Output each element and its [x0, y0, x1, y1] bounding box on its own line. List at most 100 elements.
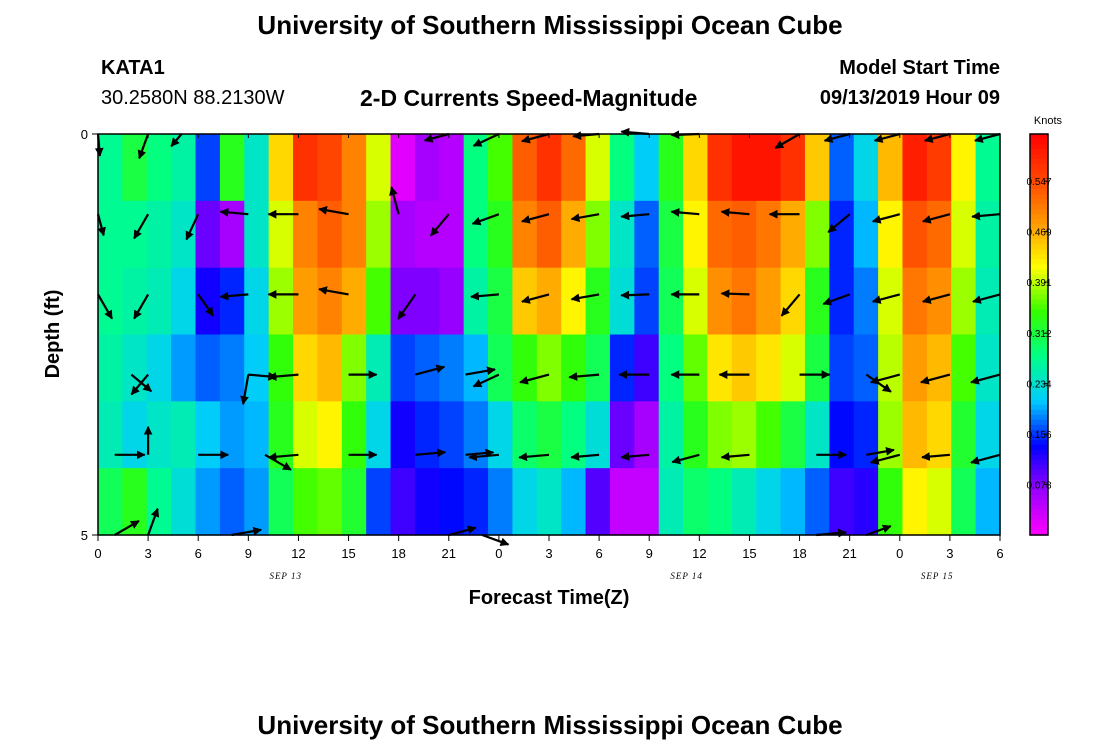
- colorbar-swatch: [1030, 439, 1048, 446]
- heatmap-cell: [536, 267, 562, 336]
- heatmap-cell: [219, 401, 245, 469]
- heatmap-cell: [683, 267, 709, 336]
- heatmap-cell: [488, 267, 514, 336]
- current-vector-arrow: [267, 452, 299, 462]
- heatmap-cell: [439, 267, 465, 336]
- colorbar-swatch: [1030, 429, 1048, 436]
- heatmap-cell: [804, 401, 830, 469]
- colorbar-swatch: [1030, 154, 1048, 160]
- current-vector-arrow: [866, 446, 895, 456]
- heatmap-cell: [585, 401, 611, 469]
- heatmap-cell: [707, 134, 733, 202]
- colorbar-swatch: [1030, 249, 1048, 255]
- current-vector-arrow: [137, 133, 150, 160]
- current-vector-arrow: [971, 211, 1001, 221]
- heatmap-cell: [366, 401, 392, 469]
- current-vector-arrow: [869, 453, 901, 465]
- colorbar-tick-label: 0.469: [1026, 228, 1051, 239]
- heatmap-cell: [585, 267, 611, 336]
- colorbar-swatch: [1030, 344, 1048, 351]
- heatmap-cell: [219, 267, 245, 336]
- colorbar-swatch: [1030, 469, 1048, 476]
- current-vector-arrow: [774, 133, 801, 149]
- colorbar-tick-label: 0.391: [1026, 278, 1051, 289]
- current-vector-arrow: [240, 374, 250, 406]
- colorbar-swatch: [1030, 149, 1048, 155]
- current-vector-arrow: [972, 293, 1001, 304]
- x-tick-label: 0: [94, 546, 101, 561]
- heatmap-cell: [609, 468, 635, 536]
- colorbar-swatch: [1030, 389, 1048, 396]
- current-vector-arrow: [397, 293, 417, 320]
- heatmap-cell: [683, 334, 709, 402]
- heatmap-cell: [878, 134, 904, 202]
- colorbar-swatch: [1030, 354, 1048, 361]
- heatmap-cell: [878, 200, 904, 269]
- colorbar-swatch: [1030, 244, 1048, 250]
- x-tick-label: 21: [442, 546, 456, 561]
- current-vector-arrow: [147, 507, 160, 536]
- heatmap-cell: [561, 134, 587, 202]
- current-vector-arrow: [415, 448, 447, 458]
- colorbar-swatch: [1030, 454, 1048, 461]
- heatmap-cell: [683, 134, 709, 202]
- heatmap-cell: [98, 200, 123, 269]
- colorbar-swatch: [1030, 414, 1048, 421]
- heatmap-cell: [975, 334, 1001, 402]
- heatmap-cell: [390, 334, 416, 402]
- x-tick-label: 0: [495, 546, 502, 561]
- heatmap-cell: [293, 468, 319, 536]
- current-vector-arrow: [133, 293, 150, 320]
- current-vector-arrow: [823, 132, 850, 143]
- heatmap-cell: [951, 200, 977, 269]
- heatmap-cell: [414, 401, 440, 469]
- heatmap-cell: [731, 334, 757, 402]
- heatmap-cell: [317, 401, 343, 469]
- heatmap-cell: [195, 267, 221, 336]
- colorbar-tick-label: 0.078: [1026, 481, 1051, 492]
- heatmap-cell: [634, 134, 660, 202]
- heatmap-cell: [512, 200, 538, 269]
- heatmap-cell: [171, 401, 197, 469]
- heatmap-cell: [268, 200, 294, 269]
- current-vector-arrow: [219, 291, 249, 301]
- heatmap-cell: [341, 468, 367, 536]
- heatmap-cell: [268, 334, 294, 402]
- colorbar-swatch: [1030, 489, 1048, 496]
- current-vector-arrow: [472, 373, 500, 388]
- heatmap-cell: [219, 468, 245, 536]
- x-tick-label: 6: [195, 546, 202, 561]
- heatmap-cell: [463, 267, 489, 336]
- current-vector-arrow: [620, 452, 650, 461]
- colorbar-swatch: [1030, 464, 1048, 471]
- heatmap-cell: [414, 134, 440, 202]
- heatmap-cell: [390, 401, 416, 469]
- heatmap-cell: [171, 134, 197, 202]
- colorbar-swatch: [1030, 239, 1048, 245]
- current-vector-arrow: [923, 132, 951, 143]
- heatmap-cell: [804, 267, 830, 336]
- heatmap-cell: [341, 334, 367, 402]
- colorbar-swatch: [1030, 499, 1048, 506]
- colorbar-swatch: [1030, 399, 1048, 406]
- heatmap-cell: [293, 334, 319, 402]
- heatmap-cell: [171, 200, 197, 269]
- heatmap-cell: [658, 200, 684, 269]
- current-vector-arrow: [871, 293, 901, 304]
- heatmap-cell: [731, 401, 757, 469]
- current-vector-arrow: [620, 290, 650, 300]
- current-vector-arrow: [780, 293, 801, 317]
- colorbar-swatch: [1030, 329, 1048, 336]
- heatmap-cell: [853, 401, 879, 469]
- heatmap-cell: [195, 200, 221, 269]
- colorbar-swatch: [1030, 529, 1048, 536]
- current-vector-arrow: [921, 293, 951, 304]
- heatmap-cell: [707, 200, 733, 269]
- current-vector-arrow: [231, 526, 263, 537]
- heatmap-cell: [902, 401, 928, 469]
- current-vector-arrow: [869, 373, 901, 385]
- colorbar-swatch: [1030, 284, 1048, 290]
- heatmap-cell: [683, 468, 709, 536]
- heatmap-cell: [341, 134, 367, 202]
- colorbar-swatch: [1030, 314, 1048, 321]
